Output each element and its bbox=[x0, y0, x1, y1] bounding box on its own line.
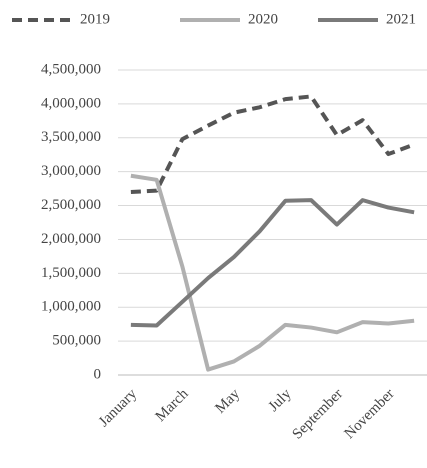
x-tick-label: July bbox=[266, 386, 295, 415]
x-tick-label: May bbox=[212, 386, 243, 417]
y-tick-label: 4,500,000 bbox=[41, 61, 101, 77]
y-tick-label: 4,000,000 bbox=[41, 95, 101, 111]
x-tick-label: November bbox=[342, 386, 398, 442]
x-tick-label: September bbox=[289, 386, 346, 443]
legend-label: 2019 bbox=[80, 11, 110, 27]
series-line bbox=[130, 198, 415, 328]
y-tick-label: 3,000,000 bbox=[41, 163, 101, 179]
y-tick-label: 1,500,000 bbox=[41, 265, 101, 281]
y-tick-label: 2,500,000 bbox=[41, 197, 101, 213]
y-tick-label: 500,000 bbox=[52, 333, 101, 349]
series-line bbox=[130, 173, 415, 372]
legend-label: 2020 bbox=[248, 11, 278, 27]
x-tick-label: January bbox=[96, 386, 141, 431]
series-line bbox=[130, 94, 415, 194]
y-tick-label: 2,000,000 bbox=[41, 231, 101, 247]
x-tick-label: March bbox=[153, 386, 192, 425]
y-tick-label: 0 bbox=[94, 366, 102, 382]
y-tick-label: 3,500,000 bbox=[41, 129, 101, 145]
legend-label: 2021 bbox=[386, 11, 416, 27]
y-tick-label: 1,000,000 bbox=[41, 299, 101, 315]
